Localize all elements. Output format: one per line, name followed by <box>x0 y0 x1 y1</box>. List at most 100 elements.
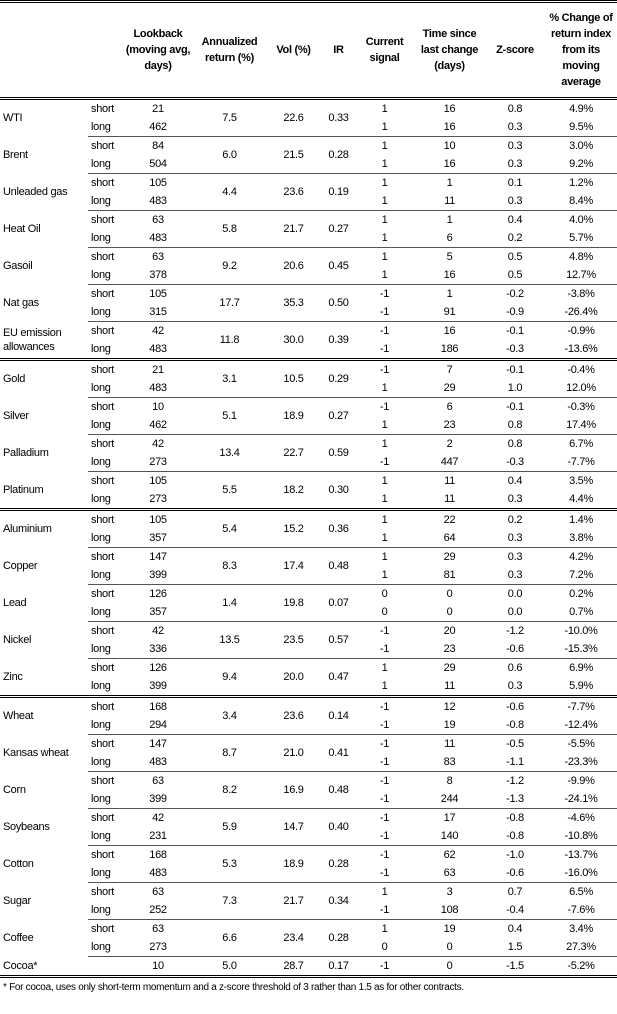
pct-change-cell: 17.4% <box>566 419 596 431</box>
lookback-cell: 147 <box>122 547 194 566</box>
pct-change-cell: 3.8% <box>569 532 593 544</box>
current-signal-cell: -1 <box>355 284 414 303</box>
z-score-cell: -0.6 <box>506 643 524 655</box>
ir-cell: 0.14 <box>322 695 355 735</box>
table-row: long 273 0 0 1.5 27.3% <box>0 938 617 957</box>
lookback-cell: 63 <box>122 771 194 790</box>
current-signal-cell: -1 <box>355 321 414 340</box>
time-since-change-cell: 64 <box>443 532 456 544</box>
annualized-return-cell: 4.4 <box>194 173 265 211</box>
table-row: Gasoil short 63 9.2 20.6 0.45 1 5 0.5 4.8% <box>0 247 617 285</box>
pct-change-cell: 4.0% <box>545 210 617 229</box>
ir-cell: 0.28 <box>322 919 355 957</box>
term-label: long <box>91 158 111 170</box>
z-score-cell: -1.3 <box>506 793 524 805</box>
contract-name: EU emission allowances <box>3 326 62 353</box>
ir-cell: 0.41 <box>322 734 355 772</box>
z-score-cell: -0.8 <box>485 808 545 827</box>
current-signal-cell: -1 <box>355 397 414 416</box>
vol-cell: 18.9 <box>265 397 322 435</box>
time-since-change-cell: 20 <box>414 621 485 640</box>
current-signal-cell: -1 <box>379 756 390 768</box>
current-signal-cell: 1 <box>381 680 388 692</box>
term-label: long <box>91 904 111 916</box>
current-signal-cell: 0 <box>381 606 388 618</box>
time-since-change-cell: 23 <box>443 419 456 431</box>
time-since-change-cell: 1 <box>414 284 485 303</box>
contract-name: Coffee <box>3 932 34 944</box>
table-row: Silver short 10 5.1 18.9 0.27 -1 6 -0.1 -0.3% <box>0 397 617 435</box>
lookback-cell: 357 <box>149 606 167 618</box>
table-row: Heat Oil short 63 5.8 21.7 0.27 1 1 0.4 4.0% <box>0 210 617 248</box>
term-label: short <box>88 547 122 566</box>
z-score-cell: 0.2 <box>485 508 545 529</box>
contract-name: Gold <box>0 358 88 398</box>
term-label: short <box>88 136 122 155</box>
table-row: long 462 1 23 0.8 17.4% <box>0 416 617 435</box>
contract-name: Palladium <box>3 447 49 459</box>
annualized-return-cell: 5.3 <box>194 845 265 883</box>
vol-cell: 35.3 <box>265 284 322 322</box>
term-label: long <box>91 941 111 953</box>
pct-change-cell: -4.6% <box>545 808 617 827</box>
annualized-return-cell: 5.1 <box>194 397 265 435</box>
annualized-return-cell: 7.3 <box>194 882 265 920</box>
pct-change-cell: 6.9% <box>545 658 617 677</box>
header-ir: IR <box>322 3 355 100</box>
time-since-change-cell: 22 <box>414 508 485 529</box>
lookback-cell: 315 <box>149 306 167 318</box>
current-signal-cell: -1 <box>355 621 414 640</box>
time-since-change-cell: 29 <box>414 547 485 566</box>
ir-cell: 0.47 <box>322 658 355 697</box>
z-score-cell: 0.4 <box>485 919 545 938</box>
pct-change-cell: 6.7% <box>545 434 617 453</box>
table-row: long 336 -1 23 -0.6 -15.3% <box>0 640 617 659</box>
time-since-change-cell: 11 <box>414 471 485 490</box>
table-row: long 462 1 16 0.3 9.5% <box>0 118 617 137</box>
z-score-cell: 0.3 <box>507 680 523 692</box>
contract-name: Heat Oil <box>3 223 41 235</box>
lookback-cell: 273 <box>149 493 167 505</box>
current-signal-cell: -1 <box>379 830 390 842</box>
time-since-change-cell: 0 <box>414 956 485 978</box>
contract-name: Cotton <box>3 858 34 870</box>
annualized-return-cell: 8.7 <box>194 734 265 772</box>
z-score-cell: -0.6 <box>485 695 545 716</box>
table-row: WTI short 21 7.5 22.6 0.33 1 16 0.8 4.9% <box>0 99 617 124</box>
vol-cell: 23.6 <box>265 173 322 211</box>
vol-cell: 18.9 <box>265 845 322 883</box>
lookback-cell: 357 <box>149 532 167 544</box>
pct-change-cell: -7.7% <box>567 456 595 468</box>
table-row: long 483 1 11 0.3 8.4% <box>0 192 617 211</box>
pct-change-cell: 1.4% <box>545 508 617 529</box>
lookback-cell: 147 <box>122 734 194 753</box>
term-label: long <box>91 532 111 544</box>
current-signal-cell: -1 <box>355 358 414 379</box>
header-annualized-return: Annualized return (%) <box>194 3 265 100</box>
annualized-return-cell: 13.4 <box>194 434 265 472</box>
current-signal-cell: 1 <box>381 158 388 170</box>
current-signal-cell: 0 <box>355 584 414 603</box>
z-score-cell: 0.3 <box>485 136 545 155</box>
ir-cell: 0.39 <box>322 321 355 360</box>
vol-cell: 30.0 <box>265 321 322 360</box>
ir-cell: 0.50 <box>322 284 355 322</box>
table-row: Kansas wheat short 147 8.7 21.0 0.41 -1 11 -0.5-… <box>0 734 617 772</box>
term-label: long <box>91 756 111 768</box>
current-signal-cell: 1 <box>381 493 388 505</box>
pct-change-cell: -0.3% <box>545 397 617 416</box>
pct-change-cell: -13.6% <box>564 343 598 355</box>
z-score-cell: -1.1 <box>506 756 524 768</box>
lookback-cell: 483 <box>149 382 167 394</box>
z-score-cell: -0.4 <box>506 904 524 916</box>
time-since-change-cell: 11 <box>444 680 455 692</box>
pct-change-cell: -7.7% <box>545 695 617 716</box>
ir-cell: 0.07 <box>322 584 355 622</box>
table-row: long 483 1 6 0.2 5.7% <box>0 229 617 248</box>
table-row: long 483 -1 83 -1.1 -23.3% <box>0 753 617 772</box>
pct-change-cell: -3.8% <box>545 284 617 303</box>
current-signal-cell: 1 <box>355 919 414 938</box>
vol-cell: 21.7 <box>265 210 322 248</box>
lookback-cell: 63 <box>122 919 194 938</box>
lookback-cell: 483 <box>149 232 167 244</box>
